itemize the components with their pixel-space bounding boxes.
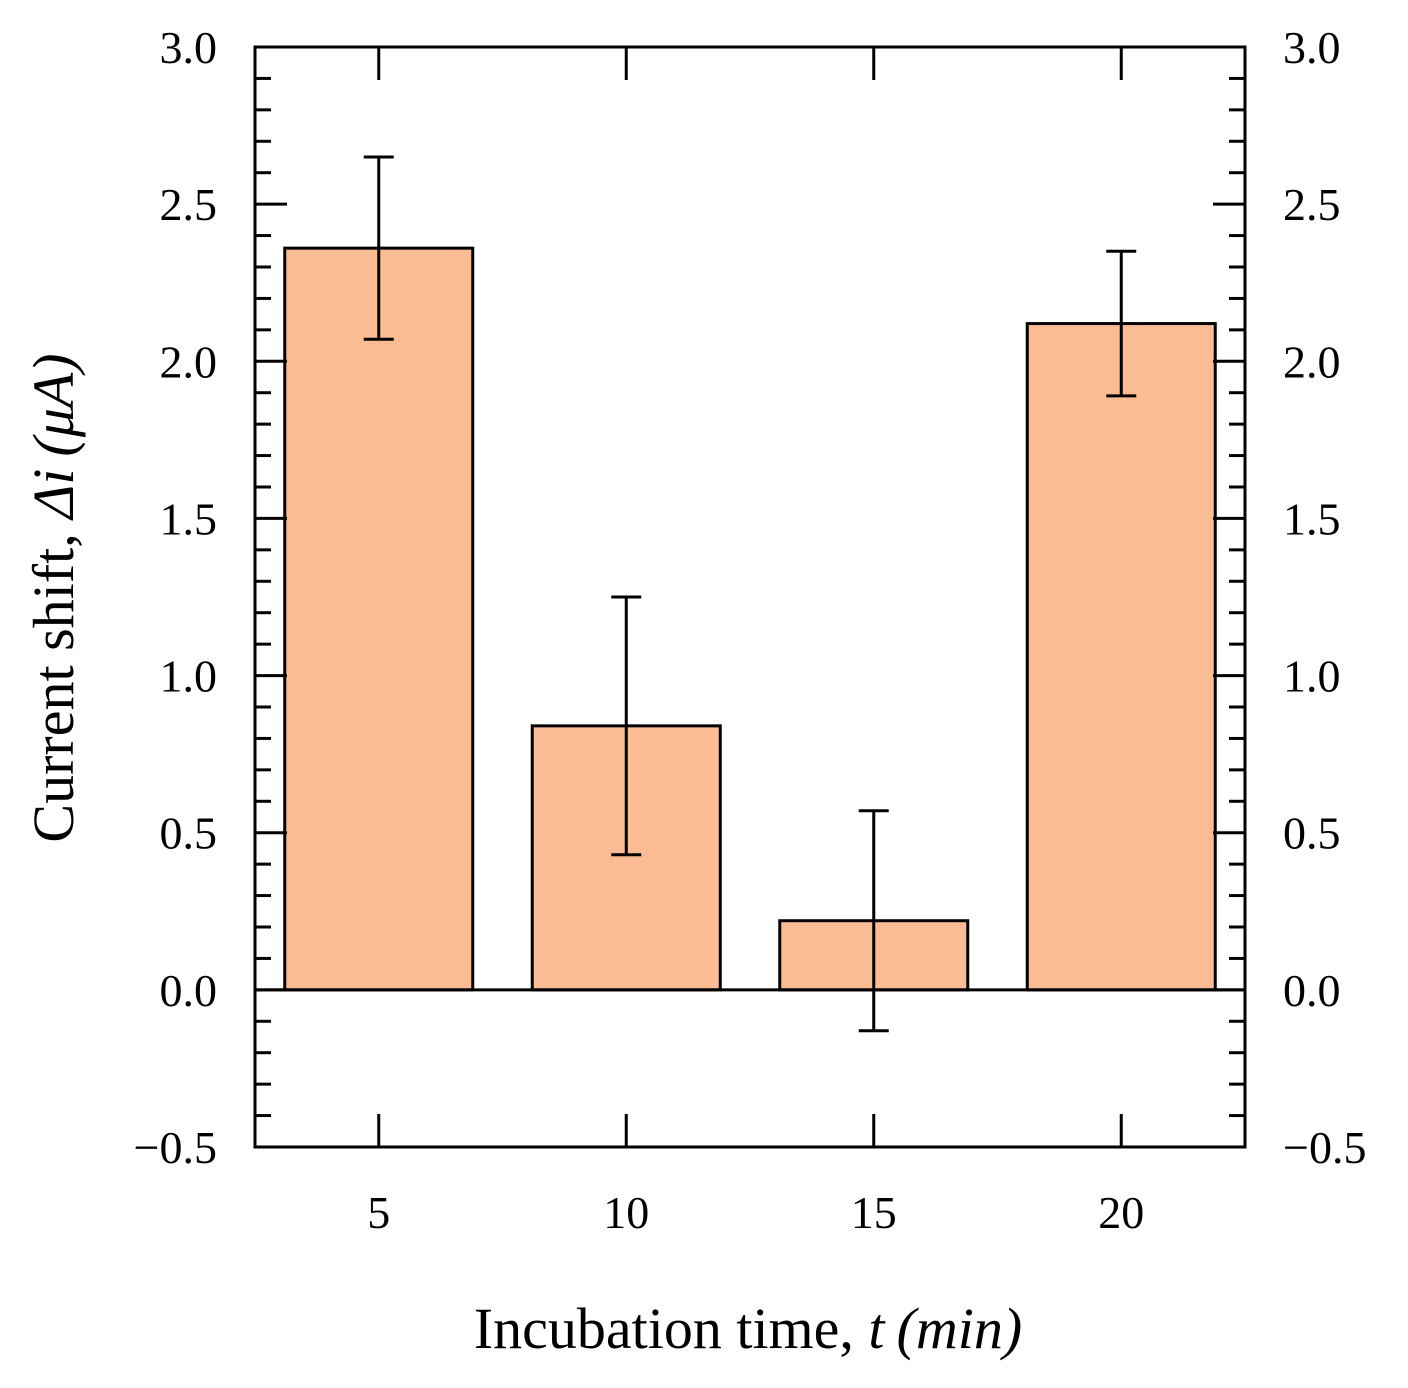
y-tick-label-left: 2.5 <box>160 179 218 230</box>
y-axis-title-text: Current shift, <box>21 519 86 843</box>
error-bar-5 <box>363 155 394 341</box>
y-tick-label-right: 1.5 <box>1283 493 1341 544</box>
y-tick-label-left: 1.0 <box>160 651 218 702</box>
x-tick-label-15: 15 <box>851 1187 897 1238</box>
bars-layer <box>255 246 1245 992</box>
y-tick-label-right: 0.5 <box>1283 808 1341 859</box>
tick-labels-layer: −0.5 −0.5 0.0 0.0 0.5 0.5 1.0 1.0 1.5 1.5 2.0 2.0 2.… <box>134 22 1367 1238</box>
x-tick-label-10: 10 <box>603 1187 649 1238</box>
x-axis-title: Incubation time, t (min) <box>474 1296 1022 1361</box>
y-tick-label-right: 2.5 <box>1283 179 1341 230</box>
y-tick-label-left: 1.5 <box>160 493 218 544</box>
y-tick-label-left: −0.5 <box>134 1122 217 1173</box>
error-bar-10 <box>611 595 642 857</box>
bar-20 <box>1025 322 1217 992</box>
x-tick-label-20: 20 <box>1098 1187 1144 1238</box>
x-axis-title-text: Incubation time, <box>474 1296 869 1361</box>
plot-frame <box>253 45 1247 1149</box>
y-tick-label-right: 0.0 <box>1283 965 1341 1016</box>
error-bars-layer <box>363 155 1137 1033</box>
x-axis-title-var: t <box>868 1296 886 1361</box>
y-tick-label-left: 0.0 <box>160 965 218 1016</box>
x-axis-title-unit: (min) <box>897 1296 1023 1361</box>
y-axis-title: Current shift, Δi (μA) <box>21 353 86 842</box>
y-axis-title-var: Δi <box>21 469 86 521</box>
error-bar-20 <box>1106 249 1137 398</box>
y-tick-label-right: 1.0 <box>1283 651 1341 702</box>
y-tick-label-left: 0.5 <box>160 808 218 859</box>
y-tick-label-right: 3.0 <box>1283 22 1341 73</box>
x-tick-label-5: 5 <box>367 1187 390 1238</box>
y-tick-label-right: −0.5 <box>1283 1122 1366 1173</box>
y-axis-title-unit: (μA) <box>21 353 86 456</box>
y-tick-label-left: 3.0 <box>160 22 218 73</box>
error-bar-15 <box>858 809 889 1033</box>
y-tick-label-right: 2.0 <box>1283 336 1341 387</box>
bar-5 <box>283 246 475 992</box>
y-tick-label-left: 2.0 <box>160 336 218 387</box>
